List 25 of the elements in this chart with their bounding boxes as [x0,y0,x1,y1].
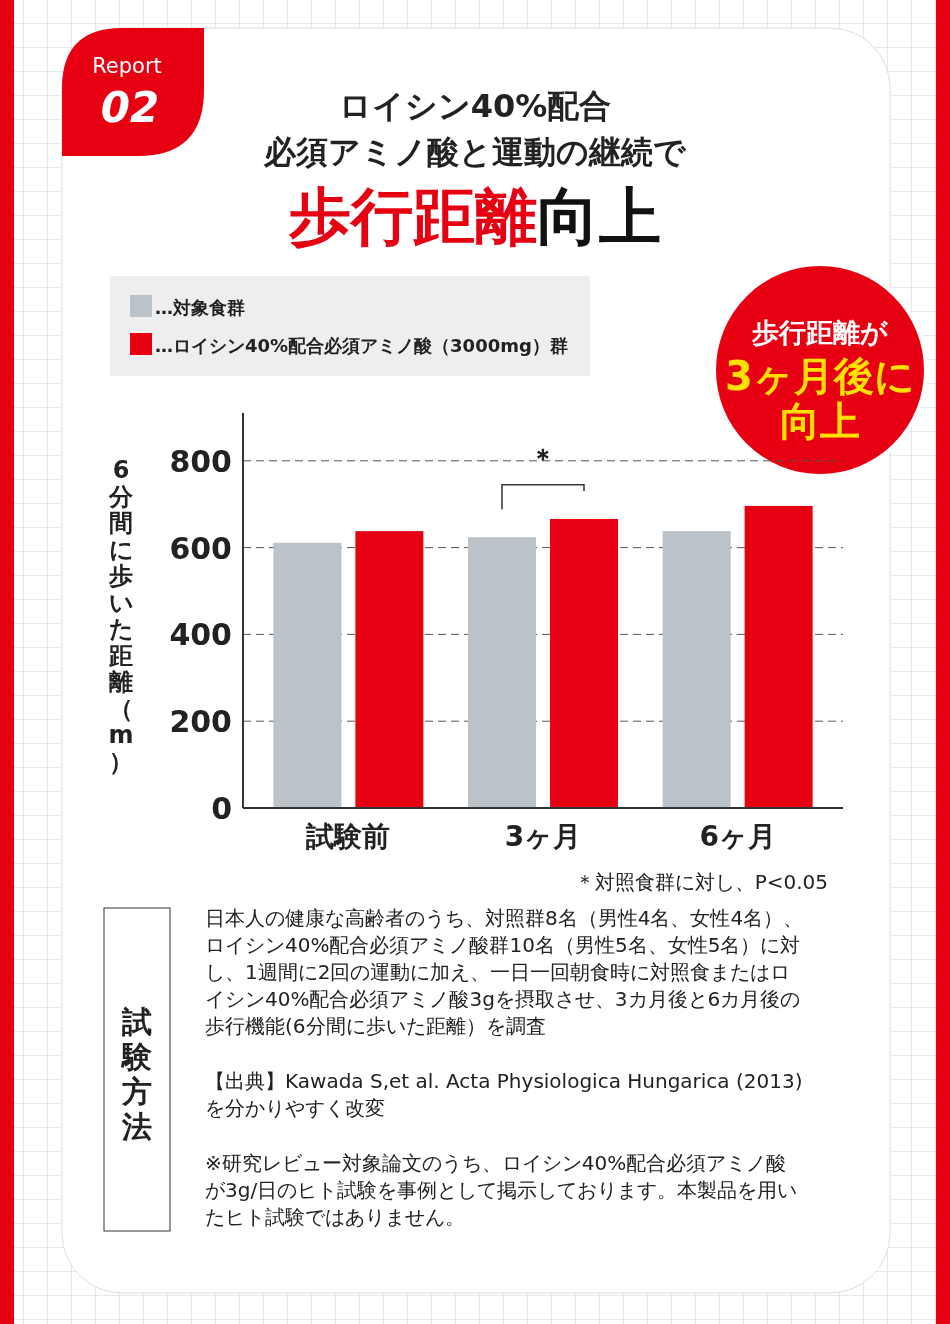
y-tick-label: 800 [169,443,232,479]
x-tick-label: 試験前 [305,820,391,853]
text: Report [92,54,162,78]
y-tick-label: 400 [169,617,232,653]
y-tick-label: 0 [211,791,232,826]
x-tick-label: 6ヶ月 [699,820,776,853]
method-label: 試験方法 [122,1004,152,1144]
y-tick-label: 200 [169,704,232,740]
text: 歩行距離が [751,317,889,348]
annotation: ＊ [530,442,556,473]
text: ＊対照食群に対し、P<0.05 [574,870,828,894]
annotation: 向上 [780,398,860,444]
legend-label: …ロイシン40%配合必須アミノ酸（3000mg）群 [155,335,568,356]
text: 3ヶ月後に [725,353,915,399]
y-axis-title: 6分間に歩いた距離（m） [108,456,134,776]
y-tick-label: 600 [169,530,232,566]
text: 【出典】Kawada S,et al. Acta Physiologica Hungarica (2013)を分かりやすく改変 [205,1068,804,1122]
x-tick-label: 3ヶ月 [504,820,582,853]
text: 02 [100,83,160,132]
text: ※研究レビュー対象論文のうち、ロイシン40%配合必須アミノ酸が3g/日のヒト試験を事例として掲示しております。本製品を用いたヒト試験ではありません。 [205,1150,799,1231]
text: 歩行距離向上 [288,180,661,253]
chart-subtitle: 必須アミノ酸と運動の継続で [263,133,687,171]
text: 日本人の健康な高齢者のうち、対照群8名（男性4名、女性4名）、ロイシン40%配合必須アミノ酸群10名（男性5名、女性5名）に対し、1週間に2回の運動に加え、一日一回朝食時に対照食またはロイシン40%配合必須アミノ酸3gを摂取させ、3カ月後と6カ月後の歩行機能(6分間に歩いた距離）を調査 [205,905,805,1040]
legend-label: …対象食群 [155,297,245,318]
chart-title: ロイシン40%配合 [338,87,612,125]
